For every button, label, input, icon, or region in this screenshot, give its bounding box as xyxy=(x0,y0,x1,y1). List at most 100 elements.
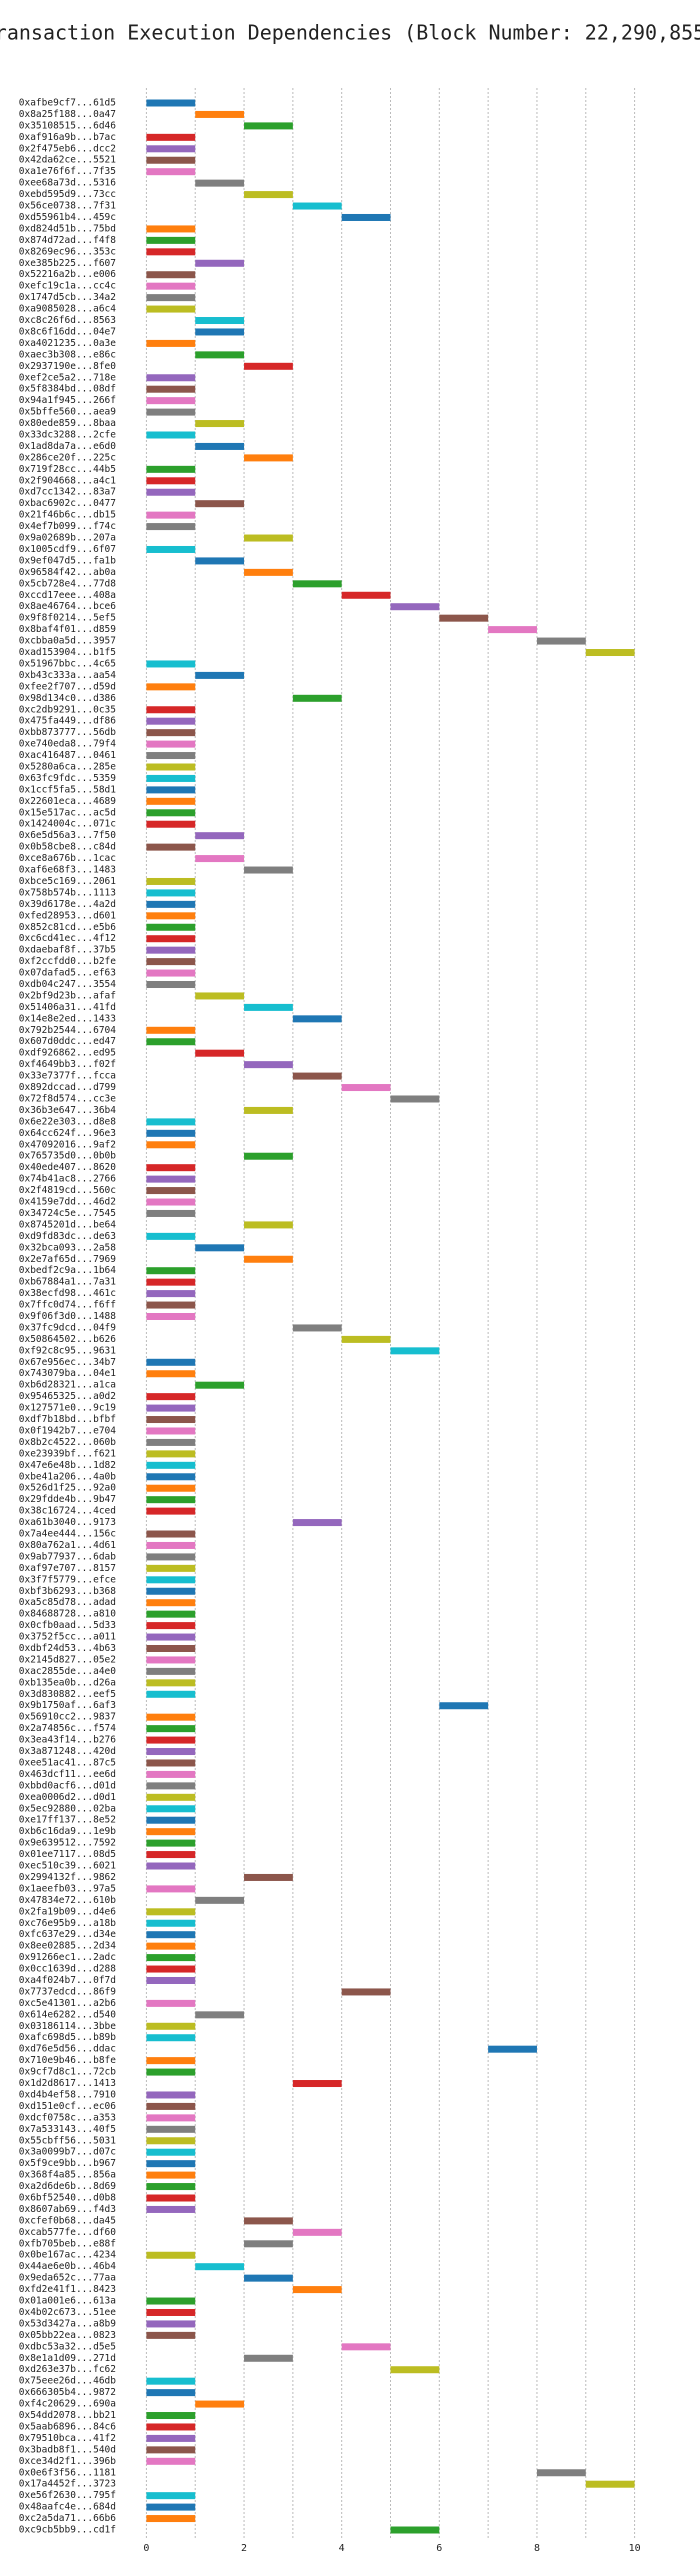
y-tick-label: 0xd9fd83dc...de63 xyxy=(19,1231,116,1242)
bar xyxy=(146,1919,196,1927)
y-tick-label: 0xd55961b4...459c xyxy=(19,212,116,223)
bar xyxy=(292,1072,342,1080)
bar xyxy=(146,1690,196,1698)
bar xyxy=(146,465,196,473)
y-tick-label: 0x01ee7117...08d5 xyxy=(19,1849,116,1860)
bar xyxy=(146,763,196,771)
y-tick-label: 0xd76e5d56...ddac xyxy=(19,2044,116,2055)
bar xyxy=(146,2492,196,2500)
bar xyxy=(195,110,245,118)
y-tick-label: 0x2a74856c...f574 xyxy=(19,1723,117,1734)
y-tick-label: 0x03186114...3bbe xyxy=(19,2021,117,2032)
bar xyxy=(146,820,196,828)
bar xyxy=(146,981,196,989)
y-tick-label: 0xd263e37b...fc62 xyxy=(19,2364,116,2375)
y-tick-label: 0xc9cb5bb9...cd1f xyxy=(19,2525,116,2536)
bar xyxy=(146,1141,196,1149)
y-tick-label: 0xbedf2c9a...1b64 xyxy=(19,1265,117,1276)
bar xyxy=(341,213,391,221)
y-tick-label: 0x53d3427a...a8b9 xyxy=(19,2318,117,2329)
bar xyxy=(146,1999,196,2007)
y-tick-label: 0x8607ab69...f4d3 xyxy=(19,2204,116,2215)
y-tick-label: 0x95465325...a0d2 xyxy=(19,1391,116,1402)
bar xyxy=(146,729,196,737)
bar xyxy=(146,545,196,553)
y-tick-label: 0xf4649bb3...f02f xyxy=(19,1059,116,1070)
y-tick-label: 0xfed28953...d601 xyxy=(19,910,117,921)
y-tick-label: 0xb6d28321...a1ca xyxy=(19,1380,116,1391)
y-tick-label: 0xac2855de...a4e0 xyxy=(19,1666,117,1677)
y-tick-label: 0x48aafc4e...684d xyxy=(19,2502,116,2513)
y-tick-label: 0x33e7377f...fcca xyxy=(19,1071,116,1082)
bar xyxy=(195,1244,245,1252)
bar xyxy=(292,2080,342,2088)
y-tick-label: 0x8a25f188...0a47 xyxy=(19,109,116,120)
y-tick-label: 0xc8c26f6d...8563 xyxy=(19,315,116,326)
bar xyxy=(146,1610,196,1618)
x-tick-label: 2 xyxy=(241,2543,247,2554)
y-tick-label: 0x51406a31...41fd xyxy=(19,1002,116,1013)
y-tick-label: 0xbf3b6293...b368 xyxy=(19,1586,117,1597)
y-tick-label: 0x56910cc2...9837 xyxy=(19,1712,116,1723)
y-tick-label: 0xe23939bf...f621 xyxy=(19,1448,117,1459)
y-tick-label: 0x8269ec96...353c xyxy=(19,246,116,257)
bar xyxy=(146,923,196,931)
bar xyxy=(195,179,245,187)
y-tick-label: 0x47092016...9af2 xyxy=(19,1139,116,1150)
bar xyxy=(146,248,196,256)
bar xyxy=(292,202,342,210)
y-tick-label: 0x9eda652c...77aa xyxy=(19,2273,116,2284)
y-tick-label: 0xcbba0a5d...3957 xyxy=(19,636,116,647)
y-tick-label: 0xbbd0acf6...d01d xyxy=(19,1780,116,1791)
y-tick-label: 0x5f9ce9bb...b967 xyxy=(19,2158,116,2169)
y-tick-label: 0xfc637e29...d34e xyxy=(19,1929,117,1940)
bar xyxy=(146,1198,196,1206)
x-tick-label: 6 xyxy=(436,2543,442,2554)
bar xyxy=(146,1175,196,1183)
bar xyxy=(146,1404,196,1412)
bar xyxy=(146,1793,196,1801)
y-tick-label: 0xfee2f707...d59d xyxy=(19,681,116,692)
bar xyxy=(195,2400,245,2408)
bar xyxy=(146,1576,196,1584)
bar xyxy=(146,1530,196,1538)
bar xyxy=(146,1851,196,1859)
bar xyxy=(195,317,245,325)
y-tick-label: 0x8e1a1d09...271d xyxy=(19,2353,116,2364)
y-tick-label: 0x8ee02885...2d34 xyxy=(19,1941,117,1952)
y-tick-label: 0xf92c8c95...9631 xyxy=(19,1345,117,1356)
bar xyxy=(146,2423,196,2431)
bar xyxy=(146,156,196,164)
bar xyxy=(146,752,196,760)
bar xyxy=(146,2412,196,2420)
bar xyxy=(195,832,245,840)
bar xyxy=(195,420,245,428)
bar xyxy=(146,408,196,416)
y-tick-label: 0x6e5d56a3...7f50 xyxy=(19,830,117,841)
bar xyxy=(146,511,196,519)
y-tick-label: 0x63fc9fdc...5359 xyxy=(19,773,117,784)
y-tick-label: 0x29fdde4b...9b47 xyxy=(19,1494,116,1505)
bar xyxy=(146,912,196,920)
bar xyxy=(146,1667,196,1675)
y-tick-label: 0x22601eca...4689 xyxy=(19,796,117,807)
bar xyxy=(146,843,196,851)
bar xyxy=(146,2171,196,2179)
bar xyxy=(146,1713,196,1721)
y-tick-label: 0x2f4819cd...560c xyxy=(19,1185,116,1196)
bar xyxy=(146,706,196,714)
bar xyxy=(146,397,196,405)
y-tick-label: 0xce34d2f1...396b xyxy=(19,2456,117,2467)
bar xyxy=(146,1209,196,1217)
y-tick-label: 0x9b1750af...6af3 xyxy=(19,1700,116,1711)
y-tick-label: 0x710e9b46...b8fe xyxy=(19,2055,117,2066)
y-tick-label: 0x743079ba...04e1 xyxy=(19,1368,117,1379)
y-tick-label: 0x9e639512...7592 xyxy=(19,1838,116,1849)
y-tick-label: 0xfd2e41f1...8423 xyxy=(19,2284,116,2295)
bar xyxy=(244,1255,293,1263)
bar xyxy=(244,2240,293,2248)
y-tick-label: 0x2fa19b09...d4e6 xyxy=(19,1906,117,1917)
bar xyxy=(146,2148,196,2156)
y-tick-label: 0xdbf24d53...4b63 xyxy=(19,1643,116,1654)
y-tick-label: 0x9ab77937...6dab xyxy=(19,1551,117,1562)
